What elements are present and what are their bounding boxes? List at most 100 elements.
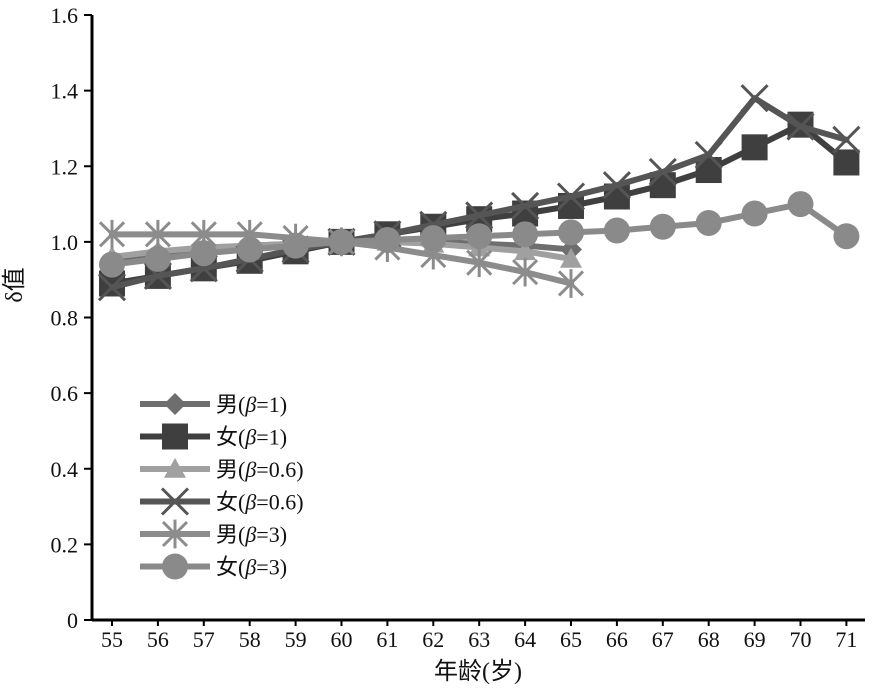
- legend-label-prefix: 男(: [216, 392, 245, 417]
- legend-item: 男(β=1): [140, 392, 287, 417]
- data-point-marker: [603, 217, 630, 244]
- legend-label-prefix: 女(: [216, 490, 245, 515]
- x-tick-label: 70: [790, 627, 812, 652]
- x-tick-label: 56: [147, 627, 169, 652]
- data-point-marker: [190, 240, 217, 267]
- data-point-marker: [328, 228, 355, 255]
- x-tick-label: 64: [514, 627, 536, 652]
- y-tick-label: 0.8: [51, 306, 79, 331]
- data-point-marker: [833, 149, 860, 176]
- data-point-marker: [97, 273, 127, 302]
- x-tick-label: 69: [744, 627, 766, 652]
- data-point-marker: [787, 191, 814, 218]
- legend-label-suffix: =1): [256, 425, 287, 450]
- data-point-marker: [144, 219, 171, 249]
- legend-label-suffix: =0.6): [256, 490, 303, 515]
- y-tick-label: 1.2: [51, 154, 79, 179]
- legend-label-beta: β: [244, 555, 256, 580]
- x-tick-label: 67: [652, 627, 674, 652]
- y-tick-label: 0.6: [51, 381, 79, 406]
- data-point-marker: [466, 223, 493, 250]
- legend-label-prefix: 女(: [216, 425, 245, 450]
- data-point-marker: [374, 226, 401, 253]
- data-point-marker: [648, 157, 677, 186]
- legend: 男(β=1)女(β=1)男(β=0.6)女(β=0.6)男(β=3)女(β=3): [140, 392, 304, 580]
- legend-item: 男(β=3): [140, 519, 287, 549]
- y-tick-label: 1.6: [51, 3, 79, 28]
- y-tick-label: 1.4: [51, 79, 79, 104]
- legend-label-beta: β: [244, 522, 256, 547]
- data-point-marker: [282, 232, 309, 259]
- legend-item: 女(β=0.6): [140, 487, 304, 516]
- legend-label: 女(β=1): [216, 425, 287, 450]
- legend-label-suffix: =0.6): [256, 457, 303, 482]
- data-point-marker: [164, 458, 186, 478]
- data-point-marker: [511, 191, 540, 221]
- data-point-marker: [512, 221, 539, 248]
- legend-item: 男(β=0.6): [140, 457, 304, 482]
- legend-label-suffix: =3): [256, 555, 287, 580]
- legend-label-prefix: 女(: [216, 555, 245, 580]
- x-tick-label: 61: [376, 627, 398, 652]
- data-point-marker: [466, 248, 493, 278]
- legend-label: 男(β=1): [216, 392, 287, 417]
- y-tick-label: 1.0: [51, 230, 79, 255]
- y-axis-title: δ值: [1, 267, 28, 302]
- x-axis-title: 年龄(岁): [434, 658, 522, 685]
- data-point-marker: [741, 134, 768, 161]
- legend-label: 女(β=3): [216, 555, 287, 580]
- data-point-marker: [740, 84, 769, 113]
- series-group: [99, 191, 860, 278]
- data-point-marker: [649, 213, 676, 240]
- data-point-marker: [786, 112, 815, 141]
- data-point-marker: [741, 200, 768, 227]
- legend-label-beta: β: [244, 490, 256, 515]
- legend-label: 女(β=0.6): [216, 490, 304, 515]
- data-point-marker: [162, 553, 188, 580]
- data-point-marker: [833, 223, 860, 250]
- x-tick-label: 55: [101, 627, 123, 652]
- y-tick-label: 0.4: [51, 457, 79, 482]
- data-point-marker: [164, 393, 186, 415]
- x-tick-label: 59: [285, 627, 307, 652]
- x-tick-label: 65: [560, 627, 582, 652]
- legend-label-suffix: =3): [256, 522, 287, 547]
- legend-item: 女(β=1): [140, 423, 287, 450]
- data-point-marker: [512, 257, 539, 287]
- legend-label-prefix: 男(: [216, 457, 245, 482]
- data-point-marker: [695, 209, 722, 236]
- legend-label: 男(β=3): [216, 522, 287, 547]
- x-tick-label: 57: [193, 627, 215, 652]
- data-point-marker: [695, 157, 722, 184]
- legend-label-prefix: 男(: [216, 522, 245, 547]
- legend-label-beta: β: [244, 425, 256, 450]
- data-point-marker: [99, 251, 125, 278]
- x-tick-label: 71: [835, 627, 857, 652]
- data-point-marker: [556, 182, 586, 211]
- data-point-marker: [514, 240, 537, 261]
- data-point-marker: [420, 225, 447, 252]
- x-tick-label: 68: [698, 627, 720, 652]
- x-tick-label: 63: [468, 627, 490, 652]
- y-tick-label: 0.2: [51, 532, 79, 557]
- legend-label-beta: β: [244, 457, 256, 482]
- data-point-marker: [557, 269, 585, 298]
- legend-item: 女(β=3): [140, 553, 287, 580]
- data-point-marker: [98, 219, 126, 249]
- x-tick-label: 66: [606, 627, 628, 652]
- data-point-marker: [161, 519, 189, 549]
- x-tick-label: 62: [422, 627, 444, 652]
- series-layer: [97, 84, 861, 302]
- ticks-layer: 0 0.2 0.4 0.6 0.8 1.0 1.2 1.4 1.6 55 56 57 58 59 60 61 6…: [51, 3, 858, 652]
- y-tick-label: 0: [67, 608, 78, 633]
- data-point-marker: [602, 171, 631, 200]
- data-point-marker: [465, 201, 494, 230]
- x-tick-label: 60: [331, 627, 353, 652]
- legend-label: 男(β=0.6): [216, 457, 304, 482]
- x-tick-label: 58: [239, 627, 261, 652]
- data-point-marker: [162, 423, 188, 450]
- legend-label-beta: β: [244, 392, 256, 417]
- data-point-marker: [160, 487, 190, 516]
